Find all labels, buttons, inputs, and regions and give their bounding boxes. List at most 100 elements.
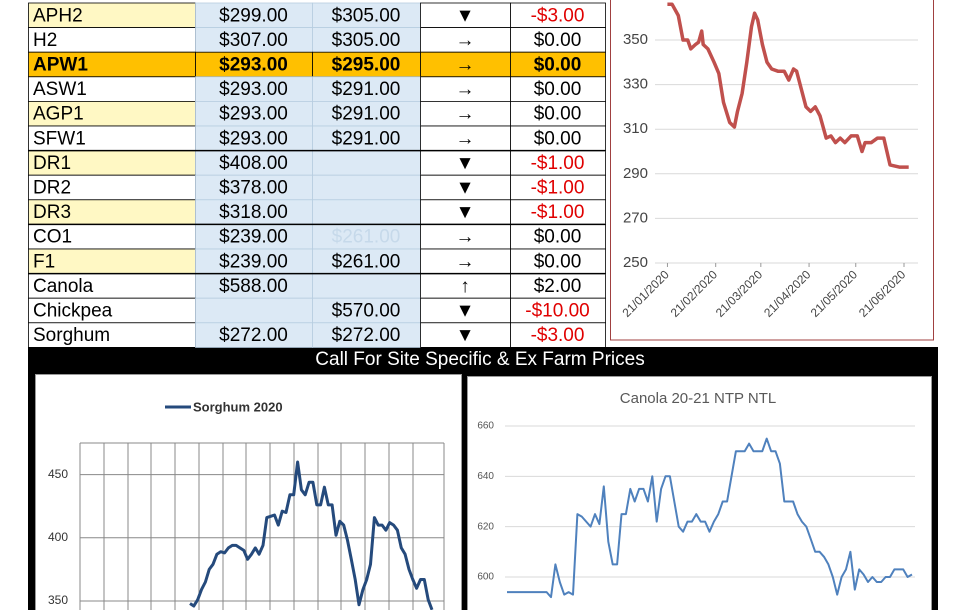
cell-text: $0.00 bbox=[534, 55, 582, 76]
table-cell bbox=[28, 174, 196, 201]
table-cell bbox=[510, 2, 606, 29]
table-cell bbox=[510, 297, 606, 324]
table-cell bbox=[510, 322, 606, 348]
row-label: CO1 bbox=[33, 227, 72, 248]
row-label: Sorghum bbox=[33, 325, 110, 346]
chart-title: Canola 20-21 NTP NTL bbox=[620, 390, 776, 407]
cell-text: $570.00 bbox=[332, 301, 401, 322]
cell-text: $293.00 bbox=[219, 79, 288, 100]
table-cell bbox=[312, 297, 421, 324]
cell-text: ▼ bbox=[456, 301, 475, 322]
y-tick-label: 290 bbox=[623, 165, 648, 182]
data-line bbox=[667, 2, 909, 169]
table-cell bbox=[420, 125, 511, 152]
row-label: DR2 bbox=[33, 178, 71, 199]
data-line bbox=[507, 437, 913, 599]
table-cell bbox=[420, 273, 511, 299]
row-label: H2 bbox=[33, 30, 57, 51]
cell-text: -$3.00 bbox=[531, 325, 585, 346]
y-tick-label: 250 bbox=[623, 254, 648, 271]
cell-text: ▼ bbox=[456, 202, 475, 223]
chart-frame bbox=[35, 374, 462, 610]
cell-text: $261.00 bbox=[332, 251, 401, 272]
table-cell bbox=[28, 248, 196, 275]
cell-text: $0.00 bbox=[534, 30, 582, 51]
table-cell bbox=[195, 297, 313, 324]
cell-text: $2.00 bbox=[534, 276, 582, 297]
y-tick-label: 350 bbox=[623, 31, 648, 48]
cell-text: → bbox=[456, 79, 475, 100]
y-tick-label: 660 bbox=[477, 421, 494, 432]
cell-text: -$1.00 bbox=[531, 153, 585, 174]
cell-text: $408.00 bbox=[219, 153, 288, 174]
cell-text: -$1.00 bbox=[531, 178, 585, 199]
cell-text: $305.00 bbox=[332, 5, 401, 26]
cell-text: $239.00 bbox=[219, 227, 288, 248]
y-tick-label: 450 bbox=[48, 467, 68, 481]
cell-text: $291.00 bbox=[332, 104, 401, 125]
row-label: Canola bbox=[33, 276, 94, 297]
table-cell bbox=[195, 248, 313, 275]
table-cell bbox=[510, 199, 606, 225]
cell-text: → bbox=[456, 128, 475, 149]
row-label: Chickpea bbox=[33, 301, 113, 322]
table-cell bbox=[510, 125, 606, 152]
cell-text: → bbox=[456, 104, 475, 125]
table-cell bbox=[510, 273, 606, 299]
cell-text: $588.00 bbox=[219, 276, 288, 297]
cell-text: $239.00 bbox=[219, 251, 288, 272]
cell-text: → bbox=[456, 55, 475, 76]
cell-text: $272.00 bbox=[219, 325, 288, 346]
table-cell bbox=[195, 322, 313, 348]
chart-frame bbox=[610, 0, 934, 341]
cell-text: $295.00 bbox=[332, 55, 401, 76]
cell-text: ▼ bbox=[456, 153, 475, 174]
table-cell bbox=[510, 150, 606, 176]
table-cell bbox=[510, 174, 606, 201]
cell-text: $293.00 bbox=[219, 128, 288, 149]
table-cell bbox=[195, 150, 313, 176]
table-cell bbox=[312, 76, 421, 102]
cell-text: $307.00 bbox=[219, 30, 288, 51]
table-cell bbox=[28, 2, 196, 29]
cell-text: $318.00 bbox=[219, 202, 288, 223]
row-label: DR1 bbox=[33, 153, 71, 174]
cell-text: $0.00 bbox=[534, 227, 582, 248]
table-cell bbox=[195, 174, 313, 201]
cell-text: $299.00 bbox=[219, 5, 288, 26]
cell-text: ▼ bbox=[456, 325, 475, 346]
table-cell bbox=[195, 223, 313, 250]
table-cell bbox=[312, 174, 421, 201]
cell-text: $291.00 bbox=[332, 128, 401, 149]
cell-text: → bbox=[456, 30, 475, 51]
table-cell bbox=[312, 322, 421, 348]
cell-text: ▼ bbox=[456, 5, 475, 26]
cell-text: ▼ bbox=[456, 178, 475, 199]
banner: Call For Site Specific & Ex Farm Prices bbox=[315, 349, 644, 370]
data-line bbox=[189, 460, 434, 610]
table-cell bbox=[420, 101, 511, 127]
y-tick-label: 350 bbox=[48, 593, 68, 607]
y-tick-label: 400 bbox=[48, 530, 68, 544]
row-label: AGP1 bbox=[33, 104, 84, 125]
cell-text: -$10.00 bbox=[525, 301, 589, 322]
cell-text: ↑ bbox=[460, 276, 470, 297]
table-cell bbox=[28, 51, 196, 78]
table-cell bbox=[420, 297, 511, 324]
cell-text: $291.00 bbox=[332, 79, 401, 100]
table-cell bbox=[28, 101, 196, 127]
table-cell bbox=[312, 199, 421, 225]
row-label: F1 bbox=[33, 251, 55, 272]
table-cell bbox=[420, 51, 511, 78]
table-cell bbox=[195, 199, 313, 225]
cell-text: $378.00 bbox=[219, 178, 288, 199]
table-cell bbox=[28, 76, 196, 102]
table-cell bbox=[510, 51, 606, 78]
cell-text: → bbox=[456, 251, 475, 272]
cell-text: $293.00 bbox=[219, 55, 288, 76]
table-cell bbox=[312, 150, 421, 176]
chart-frame bbox=[467, 376, 932, 610]
y-tick-label: 370 bbox=[623, 0, 648, 3]
row-label: DR3 bbox=[33, 202, 71, 223]
